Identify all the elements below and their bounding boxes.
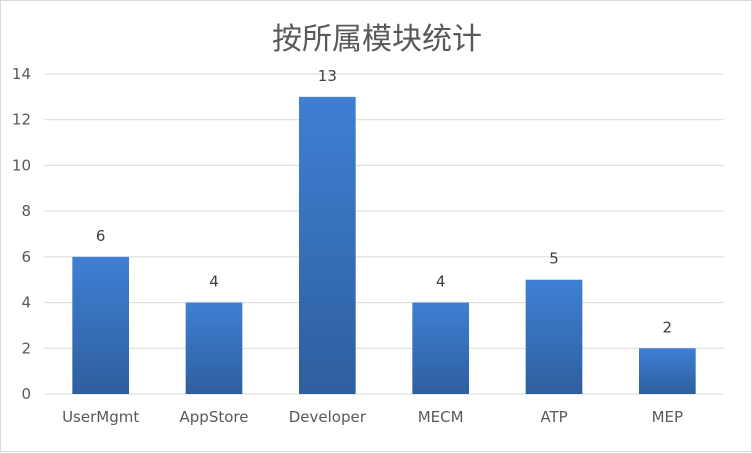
bar-atp [525,279,583,394]
bar-developer [299,96,356,394]
data-labels: 6 4 13 4 5 2 [96,67,672,336]
grid-layer [44,73,724,395]
y-tick-label: 8 [21,202,31,220]
bar-usermgmt [72,256,129,394]
data-label: 5 [549,250,559,268]
x-tick-label: AppStore [180,408,249,426]
y-tick-label: 6 [21,248,31,266]
x-tick-label: UserMgmt [62,408,139,426]
x-tick-label: MEP [652,408,683,426]
x-axis-ticks: UserMgmt AppStore Developer MECM ATP MEP [62,408,683,426]
y-tick-label: 12 [12,111,31,129]
bar-appstore [185,302,243,394]
x-tick-label: Developer [289,408,367,426]
y-tick-label: 2 [21,339,31,357]
y-axis-ticks: 0 2 4 6 8 10 12 14 [12,65,31,403]
data-label: 4 [436,273,446,291]
data-label: 4 [209,273,219,291]
bar-mecm [412,302,469,394]
chart-title: 按所属模块统计 [272,22,482,57]
bars [72,96,696,394]
bar-mep [639,348,696,394]
x-tick-label: ATP [540,408,567,426]
data-label: 13 [318,67,337,85]
data-label: 2 [663,318,673,336]
y-tick-label: 14 [12,65,31,83]
y-tick-label: 10 [12,156,31,174]
x-tick-label: MECM [418,408,464,426]
y-tick-label: 4 [21,294,31,312]
data-label: 6 [96,227,106,245]
y-tick-label: 0 [21,385,31,403]
